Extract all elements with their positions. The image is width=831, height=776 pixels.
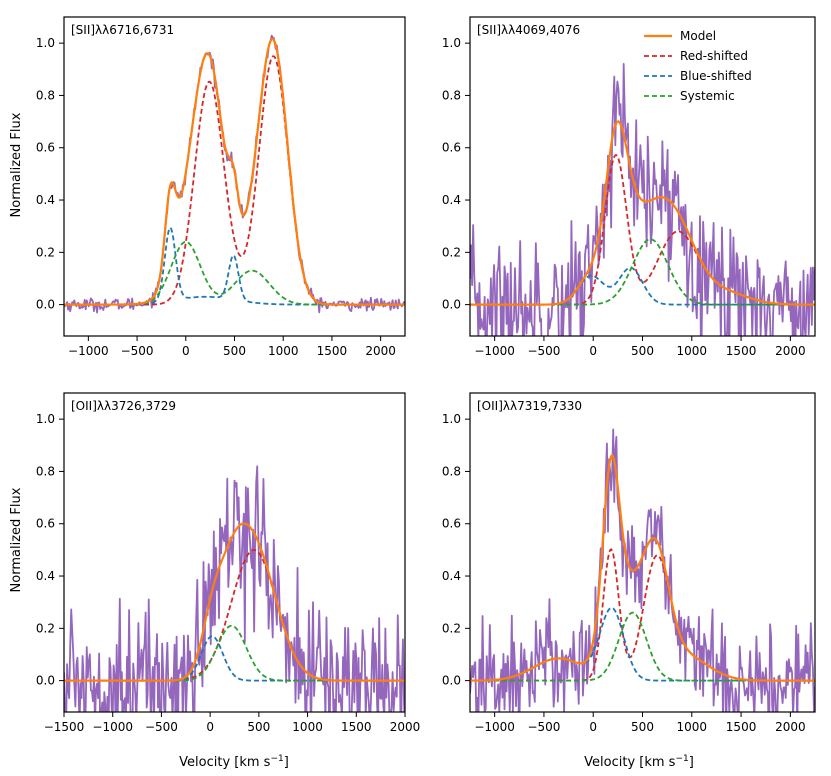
plot-area (64, 34, 405, 314)
axes-frame (63, 392, 406, 713)
y-tick-label: 1.0 (36, 412, 55, 426)
y-tick-label: 0.0 (442, 674, 461, 688)
observed-spectrum (470, 428, 815, 712)
model-fit (64, 522, 405, 682)
x-tick-label: −1000 (68, 344, 109, 358)
model-fit (470, 120, 815, 306)
x-tick-label: 2000 (775, 344, 806, 358)
x-tick-label: 1500 (726, 720, 757, 734)
y-tick-label: 0.8 (442, 464, 461, 478)
y-tick-label: 0.4 (442, 193, 461, 207)
x-tick-label: 500 (247, 720, 270, 734)
x-tick-label: 1500 (317, 344, 348, 358)
x-tick-label: 1000 (268, 344, 299, 358)
x-axis-label-left-close: ] (284, 755, 289, 770)
x-tick-label: −1500 (44, 720, 85, 734)
y-tick-label: 0.6 (36, 517, 55, 531)
y-axis-label-bottom: Normalized Flux (9, 487, 24, 592)
x-tick-label: 0 (589, 344, 597, 358)
model-fit (470, 453, 815, 682)
x-tick-label: 1500 (726, 344, 757, 358)
plot-area (470, 63, 815, 336)
x-axis-label-right-text: Velocity [km s (584, 755, 676, 770)
y-tick-label: 0.8 (36, 88, 55, 102)
y-tick-label: 1.0 (442, 36, 461, 50)
legend-label: Model (680, 29, 716, 43)
y-tick-label: 0.6 (442, 517, 461, 531)
x-tick-label: 500 (631, 344, 654, 358)
y-tick-label: 0.0 (442, 298, 461, 312)
y-tick-label: 0.6 (36, 141, 55, 155)
y-tick-label: 0.2 (36, 245, 55, 259)
panel-3: −1500 −1000 −500 0 500 1000 1500 2000 0.0 0.2 0.4 0… (36, 392, 421, 734)
panel-title: [OII]λλ3726,3729 (71, 399, 176, 413)
plot-area (64, 465, 405, 712)
legend-label: Blue-shifted (680, 69, 752, 83)
plot-area (470, 428, 815, 712)
y-tick-label: 0.0 (36, 674, 55, 688)
x-axis-label-left: Velocity [km s−1] (179, 754, 289, 770)
y-tick-label: 1.0 (36, 36, 55, 50)
x-tick-label: 500 (223, 344, 246, 358)
x-tick-label: 1500 (341, 720, 372, 734)
panel-title: [OII]λλ7319,7330 (477, 399, 582, 413)
legend-label: Systemic (680, 89, 735, 103)
x-tick-label: −500 (527, 344, 560, 358)
observed-spectrum (470, 63, 815, 336)
legend: Model Red-shifted Blue-shifted Systemic (644, 29, 752, 103)
x-axis-label-right-close: ] (689, 755, 694, 770)
y-tick-label: 1.0 (442, 412, 461, 426)
x-tick-label: −1000 (474, 720, 515, 734)
y-tick-label: 0.4 (442, 569, 461, 583)
x-axis-label-left-text: Velocity [km s (179, 755, 271, 770)
x-tick-label: 0 (206, 720, 214, 734)
x-axis-label-right: Velocity [km s−1] (584, 754, 694, 770)
panel-title: [SII]λλ4069,4076 (477, 23, 580, 37)
x-tick-label: −1000 (92, 720, 133, 734)
y-tick-label: 0.2 (442, 621, 461, 635)
x-tick-label: 1000 (677, 344, 708, 358)
y-tick-label: 0.4 (36, 569, 55, 583)
panel-4: −1000 −500 0 500 1000 1500 2000 0.0 0.2 0.4 0.6 0.8… (442, 392, 816, 734)
x-tick-label: 0 (589, 720, 597, 734)
x-tick-label: 1000 (292, 720, 323, 734)
red-shifted-component (64, 55, 405, 306)
y-tick-label: 0.2 (36, 621, 55, 635)
x-tick-label: 1000 (677, 720, 708, 734)
y-tick-label: 0.6 (442, 141, 461, 155)
x-tick-label: −500 (121, 344, 154, 358)
y-tick-label: 0.2 (442, 245, 461, 259)
x-axis-label-right-sup: −1 (675, 754, 688, 764)
x-tick-label: 2000 (390, 720, 421, 734)
x-tick-label: 2000 (775, 720, 806, 734)
legend-label: Red-shifted (680, 49, 748, 63)
y-tick-label: 0.8 (36, 464, 55, 478)
model-fit (64, 37, 405, 306)
x-tick-label: 2000 (365, 344, 396, 358)
observed-spectrum (64, 465, 405, 712)
x-tick-label: −500 (145, 720, 178, 734)
y-tick-label: 0.8 (442, 88, 461, 102)
x-axis-label-left-sup: −1 (270, 754, 283, 764)
y-tick-label: 0.0 (36, 298, 55, 312)
x-tick-label: 0 (182, 344, 190, 358)
x-tick-label: 500 (631, 720, 654, 734)
x-tick-label: −1000 (474, 344, 515, 358)
panel-title: [SII]λλ6716,6731 (71, 23, 174, 37)
y-tick-label: 0.4 (36, 193, 55, 207)
panel-1: −1000 −500 0 500 1000 1500 2000 0.0 0.2 0.4 0.6 0.8… (36, 16, 406, 358)
y-axis-label-top: Normalized Flux (9, 112, 24, 217)
panel-2: −1000 −500 0 500 1000 1500 2000 0.0 0.2 0.4 0.6 0.8… (442, 16, 816, 358)
systemic-component (64, 240, 405, 306)
x-tick-label: −500 (527, 720, 560, 734)
